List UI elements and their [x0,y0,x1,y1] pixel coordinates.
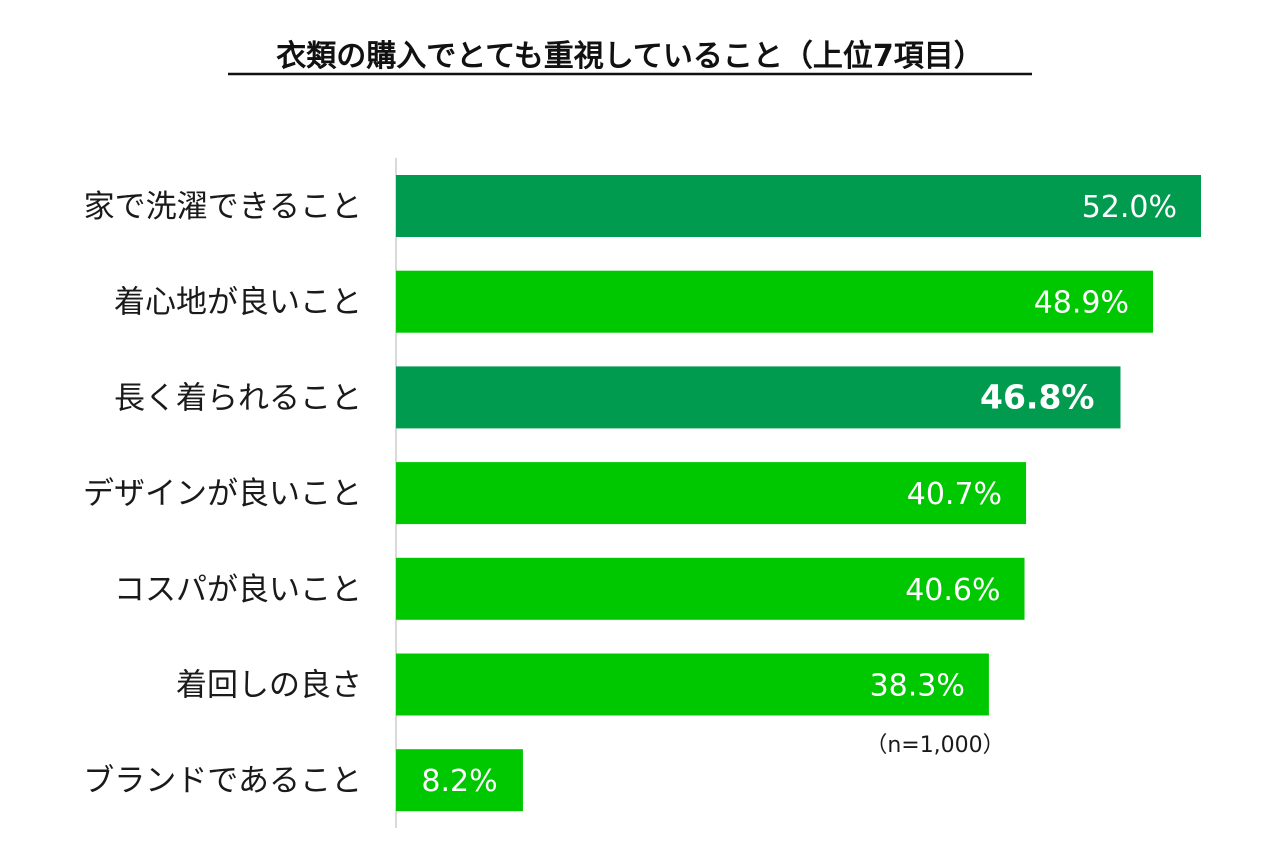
category-label-2: 長く着られること [114,380,362,416]
category-label-4: コスパが良いこと [114,572,362,608]
category-label-1: 着心地が良いこと [114,285,362,321]
value-label-6: 8.2% [421,764,497,799]
bar-2 [396,366,1121,429]
bar-3 [396,462,1027,525]
value-label-3: 40.7% [907,477,1002,512]
value-label-0: 52.0% [1082,190,1177,225]
bar-0 [396,175,1201,237]
bar-5 [396,653,989,716]
bar-6 [396,749,523,812]
value-label-2: 46.8% [980,377,1095,416]
bar-1 [396,270,1154,333]
sample-size-note: （n=1,000） [865,733,1004,758]
bar-4 [396,557,1025,620]
chart-title-group: 衣類の購入でとても重視していること（上位7項目） [228,39,1032,76]
category-label-3: デザインが良いこと [83,476,362,512]
value-label-4: 40.6% [905,573,1000,608]
value-label-5: 38.3% [870,669,965,704]
category-label-5: 着回しの良さ [176,668,362,704]
category-label-6: ブランドであること [83,763,362,799]
category-label-0: 家で洗濯できること [84,189,362,225]
bars-group: 家で洗濯できること 52.0% 着心地が良いこと 48.9% 長く着られること 46.8%… [83,175,1201,812]
chart-title: 衣類の購入でとても重視していること（上位7項目） [276,39,984,74]
value-label-1: 48.9% [1034,286,1129,321]
